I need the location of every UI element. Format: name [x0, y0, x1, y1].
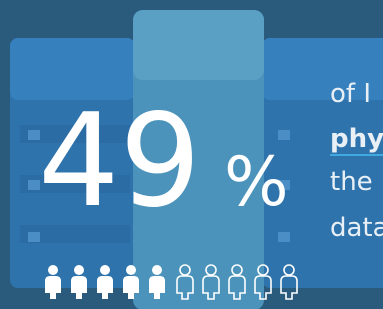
text-line-bold: phy	[330, 124, 383, 154]
page: 49 % of I phy the data (() => { const da…	[0, 0, 383, 309]
infographic: 49 % of I phy the data	[0, 0, 383, 309]
text-line: the	[330, 167, 373, 197]
text-line: of I	[330, 79, 371, 109]
stat-unit: %	[224, 143, 289, 222]
text-line: data	[330, 213, 383, 243]
stat-number: 49	[38, 87, 201, 236]
